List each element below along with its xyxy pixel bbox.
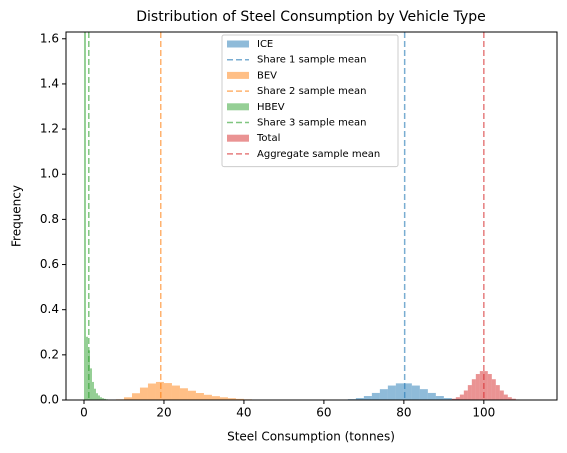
chart-title: Distribution of Steel Consumption by Veh… xyxy=(136,9,485,25)
histogram-bar xyxy=(187,390,196,400)
histogram-bar xyxy=(235,398,244,400)
legend-swatch xyxy=(227,103,249,111)
histogram-bar xyxy=(195,393,204,400)
legend-swatch xyxy=(227,40,249,48)
histogram-bar xyxy=(467,385,472,400)
histogram-bar xyxy=(83,32,86,400)
histogram-bar xyxy=(171,385,180,400)
legend-label: Aggregate sample mean xyxy=(257,149,380,160)
histogram-bar xyxy=(483,371,488,400)
histogram-bar xyxy=(379,389,388,400)
legend-label: Share 3 sample mean xyxy=(257,118,366,129)
histogram-bar xyxy=(219,397,228,400)
histogram-bar xyxy=(363,396,372,400)
histogram-bar xyxy=(475,374,480,400)
histogram-bar xyxy=(91,381,94,400)
histogram-bar xyxy=(459,394,464,400)
histogram-bar xyxy=(487,374,492,400)
histogram-bar xyxy=(435,396,444,400)
histogram-bar xyxy=(97,395,100,400)
histogram-bar xyxy=(139,387,148,400)
histogram-bar xyxy=(507,397,512,400)
x-tick-label: 40 xyxy=(236,406,251,420)
x-tick-label: 20 xyxy=(156,406,171,420)
legend-label: HBEV xyxy=(257,102,285,113)
histogram-bar xyxy=(395,383,404,400)
histogram-bar xyxy=(371,392,380,400)
histogram-bar xyxy=(95,393,98,400)
x-tick-label: 100 xyxy=(472,406,495,420)
legend-swatch xyxy=(227,134,249,142)
y-tick-label: 0.8 xyxy=(40,212,59,226)
histogram-bar xyxy=(123,397,132,400)
histogram-bar xyxy=(203,394,212,400)
histogram-bar xyxy=(131,393,140,400)
histogram-bar xyxy=(419,389,428,400)
legend-swatch xyxy=(227,71,249,79)
y-tick-label: 0.6 xyxy=(40,257,59,271)
y-tick-label: 0.4 xyxy=(40,302,59,316)
y-tick-label: 0.0 xyxy=(40,393,59,407)
histogram-bar xyxy=(451,398,456,400)
x-axis-label: Steel Consumption (tonnes) xyxy=(227,430,395,444)
histogram-bar xyxy=(463,390,468,400)
histogram-bar xyxy=(227,398,236,400)
histogram-bar xyxy=(471,379,476,400)
y-tick-label: 1.6 xyxy=(40,31,59,45)
histogram-bar xyxy=(211,396,220,400)
axes-frame xyxy=(65,31,558,401)
x-tick-label: 80 xyxy=(396,406,411,420)
plot-area xyxy=(83,32,524,400)
histogram-bar xyxy=(403,383,412,400)
histogram-bar xyxy=(355,398,364,400)
legend-label: Share 1 sample mean xyxy=(257,55,366,66)
histogram-bar xyxy=(491,379,496,400)
histogram-bar xyxy=(427,392,436,400)
histogram-bar xyxy=(479,371,484,400)
histogram-bar xyxy=(147,383,156,400)
histogram-bar xyxy=(455,397,460,400)
histogram-bar xyxy=(499,390,504,400)
legend-label: ICE xyxy=(257,39,273,50)
y-tick-label: 1.0 xyxy=(40,167,59,181)
histogram-bar xyxy=(387,385,396,400)
legend: ICE Share 1 sample mean BEV Share 2 sample … xyxy=(221,34,399,168)
histogram-bar xyxy=(443,398,452,400)
histogram-bar xyxy=(99,397,102,400)
histogram-bar xyxy=(495,385,500,400)
histogram-bar xyxy=(101,398,104,400)
histogram-bar xyxy=(103,398,106,400)
legend-box xyxy=(221,34,399,168)
legend-label: Share 2 sample mean xyxy=(257,86,366,97)
y-tick-label: 1.2 xyxy=(40,122,59,136)
histogram-bar xyxy=(503,394,508,400)
y-tick-label: 1.4 xyxy=(40,76,59,90)
histogram-bar xyxy=(93,388,96,400)
histogram-bar xyxy=(155,381,164,400)
x-tick-label: 60 xyxy=(316,406,331,420)
y-axis-label: Frequency xyxy=(10,185,24,247)
histogram-bar xyxy=(179,388,188,400)
histogram-bar xyxy=(89,368,92,400)
x-tick-label: 0 xyxy=(80,406,88,420)
y-tick-label: 0.2 xyxy=(40,347,59,361)
histogram-bar xyxy=(411,385,420,400)
legend-label: BEV xyxy=(257,70,277,81)
histogram-bar xyxy=(85,336,88,400)
histogram-bar xyxy=(163,383,172,400)
histogram-bar xyxy=(511,398,516,400)
legend-label: Total xyxy=(256,133,280,144)
axes: 0 20 40 60 80 100 0.0 0.2 0.4 0.6 0.8 1.0 1.2 1.4 1.6 xyxy=(40,31,495,419)
